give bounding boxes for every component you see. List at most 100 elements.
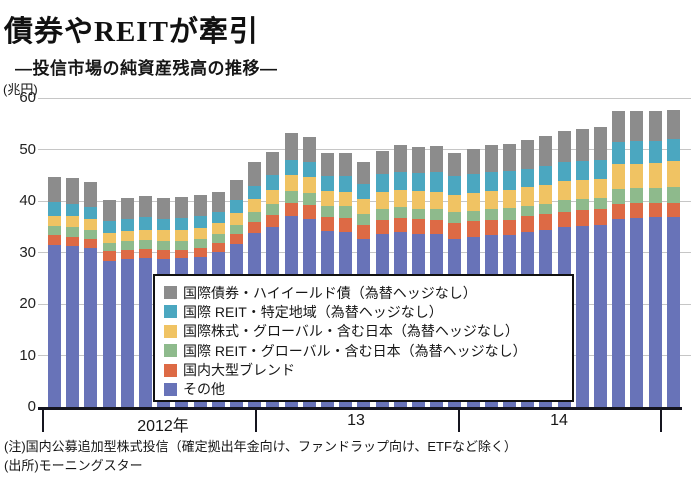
bar-segment (102, 200, 116, 221)
bar-segment (84, 229, 98, 240)
bar-segment (666, 202, 680, 218)
bar-segment (66, 236, 80, 247)
bar-segment (175, 229, 189, 241)
bar (139, 196, 152, 407)
bar-segment (393, 189, 407, 208)
bar-segment (484, 209, 498, 221)
x-axis-tick (458, 410, 460, 432)
chart-title: 債券やREITが牽引 (4, 16, 259, 48)
bar-segment (357, 213, 371, 226)
bar-segment (339, 218, 353, 233)
legend-label: 国際 REIT・グローバル・含む日本（為替ヘッジなし） (183, 342, 527, 359)
bar-segment (175, 217, 189, 230)
bar-segment (211, 243, 225, 253)
y-tick-label: 0 (27, 398, 36, 415)
bar-segment (393, 207, 407, 218)
bar-segment (120, 241, 134, 250)
bar-segment (211, 233, 225, 244)
bar-segment (375, 209, 389, 220)
bar-segment (630, 111, 644, 142)
bar-segment (193, 194, 207, 216)
bar-segment (230, 233, 243, 244)
bar-segment (266, 151, 280, 176)
y-tick-label: 50 (19, 140, 36, 158)
bar-segment (484, 190, 498, 210)
bar-segment (612, 141, 626, 164)
note-line-source: (出所)モーニングスター (4, 458, 143, 473)
bar-segment (484, 172, 498, 191)
x-axis-line (38, 407, 682, 410)
bar-segment (521, 139, 535, 170)
gridline (38, 97, 691, 99)
bar-segment (575, 209, 589, 226)
bar-segment (284, 174, 298, 191)
bar-segment (302, 177, 316, 194)
bar-segment (430, 219, 444, 235)
legend-label: 国際株式・グローバル・含む日本（為替ヘッジなし） (183, 323, 519, 340)
bar-segment (321, 190, 334, 206)
bar-segment (648, 141, 662, 164)
bar-segment (484, 220, 498, 236)
legend-item: 国際 REIT・特定地域（為替ヘッジなし） (164, 305, 566, 319)
bar-segment (284, 132, 298, 160)
bar-segment (339, 191, 353, 207)
bar-segment (648, 163, 662, 188)
bar-segment (630, 188, 644, 204)
bar-segment (139, 240, 152, 249)
bar-segment (521, 169, 535, 188)
bar-segment (66, 204, 80, 217)
bar-segment (612, 218, 626, 407)
bar-segment (448, 152, 462, 177)
bar-segment (339, 206, 353, 219)
bar-segment (48, 234, 61, 245)
bar-segment (539, 135, 553, 167)
bar-segment (102, 243, 116, 252)
y-axis-unit-label: (兆円) (3, 82, 38, 97)
legend-swatch (164, 382, 177, 396)
bar-segment (66, 227, 80, 237)
bar-segment (321, 217, 334, 231)
bar (666, 109, 680, 407)
bar-segment (175, 197, 189, 218)
bar-segment (557, 200, 571, 212)
bar-segment (175, 240, 189, 250)
bar-segment (102, 251, 116, 261)
bar-segment (648, 202, 662, 218)
bar-segment (557, 181, 571, 201)
bar-segment (66, 178, 80, 205)
bar-segment (302, 193, 316, 205)
bar-segment (412, 146, 425, 174)
bar-segment (211, 211, 225, 224)
bar-segment (302, 137, 316, 163)
bar-segment (375, 174, 389, 193)
bar-segment (120, 259, 134, 407)
bar-segment (630, 141, 644, 164)
bar-segment (503, 219, 516, 235)
bar-segment (666, 161, 680, 187)
bar-segment (412, 173, 425, 192)
bar-segment (503, 171, 516, 190)
bar-segment (102, 232, 116, 244)
bar-segment (84, 219, 98, 230)
bar-segment (448, 223, 462, 240)
bar-segment (648, 217, 662, 407)
bar-segment (430, 145, 444, 173)
bar-segment (666, 109, 680, 140)
bar-segment (575, 128, 589, 161)
bar-segment (48, 225, 61, 235)
bar-segment (430, 191, 444, 210)
note-line-source-note: (注)国内公募追加型株式投信（確定拠出年金向け、ファンドラップ向け、ETFなど除… (4, 439, 517, 454)
bar-segment (484, 144, 498, 173)
bar-segment (430, 209, 444, 220)
bar-segment (339, 153, 353, 177)
bar-segment (666, 186, 680, 203)
bar-segment (48, 244, 61, 407)
bar-segment (266, 214, 280, 228)
legend-item: 国際債券・ハイイールド債（為替ヘッジなし） (164, 286, 566, 300)
legend: 国際債券・ハイイールド債（為替ヘッジなし） 国際 REIT・特定地域（為替ヘッジな… (153, 274, 574, 402)
bar-segment (48, 201, 61, 216)
bar-segment (612, 110, 626, 142)
legend-swatch (164, 324, 177, 338)
gridline (38, 149, 691, 150)
bar-segment (284, 190, 298, 203)
